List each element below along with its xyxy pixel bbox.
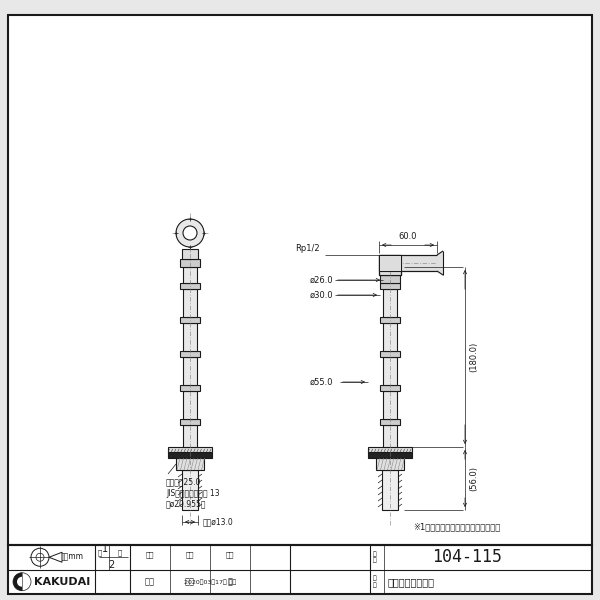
Circle shape [176, 219, 204, 247]
Text: ø26.0: ø26.0 [310, 275, 334, 284]
Text: 単位mm: 単位mm [59, 553, 83, 562]
Bar [382, 470, 398, 510]
Text: 検図: 検図 [186, 551, 194, 558]
Text: ø55.0: ø55.0 [310, 377, 334, 386]
Text: 和田: 和田 [145, 577, 155, 586]
Bar [180, 419, 200, 425]
Bar [180, 283, 200, 289]
Bar [168, 452, 212, 458]
Bar [379, 255, 401, 275]
Bar [183, 391, 197, 419]
Text: KAKUDAI: KAKUDAI [34, 577, 90, 587]
Bar [380, 419, 400, 425]
Text: 祝: 祝 [227, 577, 233, 586]
Bar [380, 283, 400, 289]
Bar [383, 391, 397, 419]
Bar [180, 259, 200, 267]
Bar [8, 15, 592, 545]
Bar [383, 323, 397, 351]
Bar [183, 425, 197, 447]
Bar [380, 385, 400, 391]
Bar [8, 545, 592, 594]
Bar [183, 357, 197, 385]
Bar [180, 317, 200, 323]
Text: 水栓取付脚（笹）: 水栓取付脚（笹） [388, 577, 435, 587]
Bar [383, 425, 397, 447]
Text: 尺: 尺 [98, 549, 102, 556]
Bar [183, 267, 197, 283]
Bar [182, 249, 198, 259]
Text: 内径ø13.0: 内径ø13.0 [203, 517, 234, 527]
Wedge shape [17, 577, 22, 587]
Bar [183, 289, 197, 317]
Bar [379, 255, 437, 271]
Bar [383, 357, 397, 385]
Text: 60.0: 60.0 [399, 232, 417, 241]
Bar [183, 323, 197, 351]
Text: 承認: 承認 [226, 551, 234, 558]
Wedge shape [13, 573, 22, 591]
Text: 104-115: 104-115 [432, 548, 502, 566]
Text: 度: 度 [118, 549, 122, 556]
Text: (180.0): (180.0) [469, 342, 478, 372]
Bar [8, 15, 592, 545]
Text: 寒川: 寒川 [185, 577, 195, 586]
Bar [176, 458, 204, 470]
Text: 品
番: 品 番 [373, 551, 377, 563]
Text: JIS給水栓取付ねじ 13: JIS給水栓取付ねじ 13 [166, 489, 220, 498]
Circle shape [183, 226, 197, 240]
Bar [380, 317, 400, 323]
Text: 2020年03月17日 作成: 2020年03月17日 作成 [184, 579, 236, 584]
Text: （ø20.955）: （ø20.955） [166, 499, 206, 508]
Text: ø30.0: ø30.0 [310, 290, 334, 299]
Text: 2: 2 [108, 560, 114, 569]
Bar [168, 447, 212, 452]
Bar [379, 255, 401, 275]
Text: Rp1/2: Rp1/2 [295, 244, 320, 253]
Bar [180, 351, 200, 357]
Bar [182, 470, 198, 510]
Bar [376, 458, 404, 470]
Text: 六角対辺25.0: 六角対辺25.0 [166, 477, 202, 486]
Text: (56.0): (56.0) [469, 466, 478, 491]
Bar [380, 351, 400, 357]
Polygon shape [437, 251, 443, 275]
Bar [383, 289, 397, 317]
Bar [180, 385, 200, 391]
Text: 製図: 製図 [146, 551, 154, 558]
Bar [368, 452, 412, 458]
Bar [380, 275, 400, 283]
Text: 品
名: 品 名 [373, 575, 377, 588]
Text: ※1　（）内寸法は参考寸法である。: ※1 （）内寸法は参考寸法である。 [413, 523, 500, 532]
Polygon shape [49, 552, 62, 562]
Bar [380, 256, 401, 271]
Bar [368, 447, 412, 452]
Text: 1: 1 [102, 544, 108, 554]
